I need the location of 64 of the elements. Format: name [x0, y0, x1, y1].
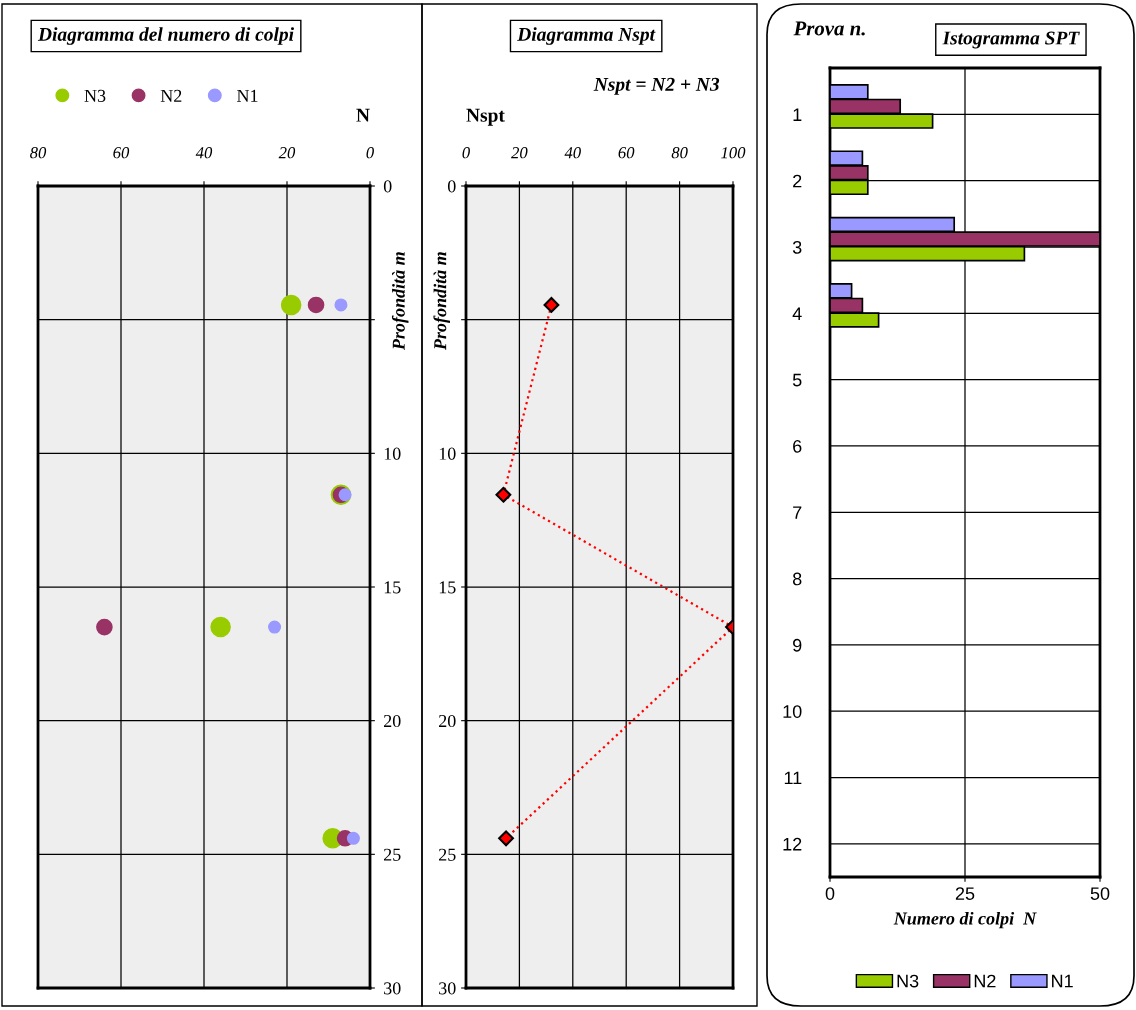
legend-label: N2: [974, 974, 996, 988]
point: [495, 486, 512, 503]
y-tick-label: 7: [793, 506, 802, 519]
x-tick-label: 20: [278, 147, 296, 159]
point: [280, 294, 302, 316]
y-tick-label: 25: [439, 848, 456, 861]
x-tick-label: 40: [195, 147, 213, 159]
y-tick-label: 30: [384, 982, 401, 995]
x-tick-label: 25: [955, 887, 975, 900]
point: [307, 296, 325, 314]
y-tick-label: 15: [384, 581, 401, 594]
y-tick-label: 20: [439, 714, 456, 728]
point: [498, 830, 514, 847]
y-tick-label: 30: [439, 982, 456, 995]
legend-label: N1: [1052, 974, 1073, 988]
y-tick-label: 0: [447, 180, 456, 193]
y-tick-label: 15: [439, 581, 456, 594]
y-tick-label: 9: [793, 638, 802, 652]
chart-title: Diagramma Nspt: [517, 27, 656, 45]
x-tick-label: 80: [671, 147, 688, 159]
x-tick-label: 0: [825, 887, 835, 900]
x-tick-label: 40: [564, 147, 581, 159]
point: [96, 618, 113, 636]
legend-label: N3: [84, 89, 106, 102]
x-tick-label: 50: [1090, 887, 1110, 900]
y-tick-label: 2: [793, 174, 802, 188]
y-tick-label: 8: [792, 572, 802, 586]
x-axis-title: N: [356, 108, 370, 122]
y-axis-title: Prova n.: [793, 21, 865, 36]
point: [268, 620, 282, 634]
y-tick-label: 25: [383, 848, 401, 861]
x-axis-title: Numero di colpi N: [893, 911, 1037, 929]
legend-label: N1: [237, 89, 258, 102]
legend-label: N3: [897, 974, 919, 988]
x-tick-label: 80: [30, 147, 47, 159]
y-tick-label: 11: [784, 771, 802, 785]
x-tick-label: 100: [721, 147, 746, 159]
y-tick-label: 12: [783, 837, 802, 851]
x-tick-label: 0: [366, 147, 374, 159]
point: [346, 831, 360, 845]
y-tick-label: 4: [792, 307, 802, 320]
chart-title: Istogramma SPT: [942, 31, 1080, 49]
x-axis-title: Nspt: [466, 108, 505, 126]
y-tick-label: 10: [783, 705, 802, 718]
point: [543, 297, 560, 313]
chart-title: Diagramma del numero di colpi: [37, 27, 294, 45]
y-tick-label: 10: [439, 447, 456, 460]
x-tick-label: 60: [618, 147, 635, 159]
y-tick-label: 3: [792, 240, 802, 254]
y-tick-label: 10: [384, 447, 401, 460]
y-tick-label: 20: [383, 714, 401, 728]
y-axis-title: Profondità m: [433, 252, 450, 351]
y-tick-label: 0: [383, 180, 392, 193]
y-tick-label: 5: [792, 373, 802, 387]
point: [210, 616, 231, 638]
y-tick-label: 6: [793, 439, 802, 453]
legend-label: N2: [160, 89, 182, 102]
x-tick-label: 20: [511, 147, 528, 159]
y-tick-label: 1: [793, 108, 802, 121]
x-tick-label: 0: [462, 147, 470, 159]
text: Nspt = N2 + N3: [593, 77, 720, 95]
y-axis-title: Profondità m: [391, 252, 409, 351]
x-tick-label: 60: [113, 147, 130, 159]
point: [334, 298, 348, 312]
